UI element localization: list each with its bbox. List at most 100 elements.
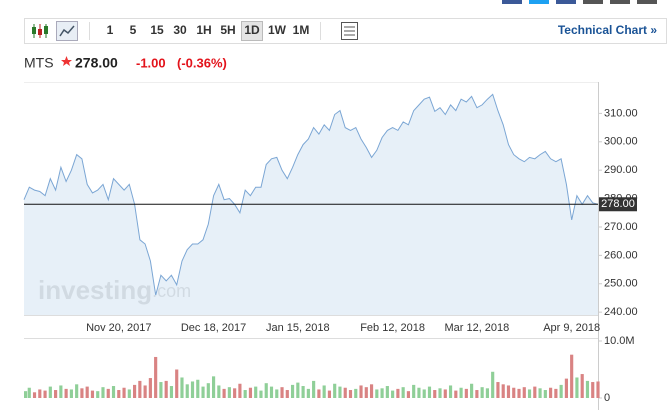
social-icon[interactable]	[529, 0, 549, 4]
volume-bar	[106, 388, 110, 398]
volume-bar	[185, 384, 189, 398]
volume-bar	[301, 386, 305, 398]
volume-bar	[559, 384, 563, 398]
volume-bar	[512, 387, 516, 398]
volume-bar	[259, 390, 263, 398]
volume-bar	[233, 388, 237, 398]
volume-bar	[43, 390, 47, 398]
volume-bar	[143, 385, 147, 398]
volume-tick-label: 0	[604, 392, 610, 404]
volume-bar	[101, 387, 105, 398]
volume-bar	[222, 388, 226, 398]
volume-bar	[380, 388, 384, 398]
volume-bar	[217, 385, 221, 398]
volume-bar	[522, 387, 526, 398]
x-tick-label: Jan 15, 2018	[266, 322, 330, 334]
volume-bar	[491, 371, 495, 398]
volume-bar	[527, 389, 532, 398]
volume-bar	[201, 386, 205, 398]
volume-bar	[159, 382, 163, 398]
interval-button[interactable]: 1M	[293, 23, 310, 37]
price: 278.00	[75, 55, 118, 71]
social-icon[interactable]	[502, 0, 522, 4]
volume-tick-label: 10.0M	[604, 335, 635, 347]
volume-bar	[227, 387, 231, 398]
volume-bar	[391, 390, 395, 398]
volume-bar	[64, 388, 68, 398]
volume-bar	[570, 354, 574, 398]
social-icon[interactable]	[610, 0, 630, 4]
price-line	[23, 93, 599, 296]
volume-bar	[480, 387, 484, 398]
volume-bar	[317, 389, 321, 398]
layout-icon[interactable]	[341, 22, 358, 40]
area-icon-selected[interactable]	[56, 21, 78, 41]
volume-bar	[175, 369, 179, 398]
volume-bar	[348, 390, 353, 398]
last-price-label: 278.00	[601, 198, 635, 210]
volume-bar	[85, 386, 89, 398]
x-tick-label: Nov 20, 2017	[86, 322, 151, 334]
social-icon[interactable]	[583, 0, 603, 4]
volume-bar	[275, 389, 279, 398]
interval-button[interactable]: 1W	[268, 23, 287, 37]
volume-bar	[538, 388, 542, 398]
volume-bar	[306, 388, 310, 398]
volume-bar	[401, 387, 405, 398]
volume-bar	[138, 380, 142, 398]
volume-bar	[343, 387, 347, 398]
volume-bar	[533, 386, 537, 398]
volume-bar	[396, 388, 400, 398]
symbol: MTS	[24, 55, 54, 71]
volume-bar	[48, 386, 52, 398]
volume-bar	[385, 386, 389, 398]
social-icon[interactable]	[637, 0, 657, 4]
technical-chart-link[interactable]: Technical Chart »	[558, 23, 657, 37]
x-tick-label: Mar 12, 2018	[444, 322, 509, 334]
volume-bar	[433, 390, 437, 398]
volume-bar	[296, 382, 300, 398]
volume-bar	[443, 389, 447, 398]
volume-bar	[169, 386, 174, 398]
volume-bar	[417, 387, 421, 398]
social-icon[interactable]	[556, 0, 576, 4]
volume-bar	[75, 384, 79, 398]
volume-bar	[206, 383, 210, 398]
volume-bar	[127, 389, 131, 398]
interval-button[interactable]: 5	[130, 23, 137, 37]
volume-bar	[422, 389, 426, 398]
volume-bar	[154, 356, 158, 398]
interval-button[interactable]: 30	[173, 23, 187, 37]
volume-bar	[90, 390, 95, 398]
x-tick-label: Dec 18, 2017	[181, 322, 246, 334]
volume-bar	[54, 390, 58, 398]
volume-bar	[549, 387, 553, 398]
interval-button[interactable]: 1D	[244, 23, 260, 37]
volume-bar	[290, 384, 295, 398]
candle-icon[interactable]	[32, 24, 48, 38]
volume-bar	[585, 380, 590, 398]
volume-bar	[80, 388, 84, 398]
volume-bar	[412, 384, 416, 398]
volume-bar	[333, 383, 337, 398]
volume-bar	[164, 380, 168, 398]
volume-bar	[117, 390, 121, 398]
interval-button[interactable]: 15	[150, 23, 164, 37]
volume-bar	[243, 390, 247, 398]
interval-button[interactable]: 5H	[220, 23, 235, 37]
volume-bar	[238, 383, 242, 398]
volume-bar	[506, 385, 511, 398]
volume-bar	[375, 389, 379, 398]
volume-bar	[369, 384, 374, 398]
volume-bar	[364, 387, 368, 398]
y-tick-label: 300.00	[604, 136, 638, 148]
volume-bar	[264, 383, 268, 398]
volume-bar	[591, 382, 595, 398]
interval-button[interactable]: 1H	[196, 23, 211, 37]
interval-button[interactable]: 1	[107, 23, 114, 37]
volume-bar	[459, 387, 463, 398]
volume-bar	[543, 390, 547, 398]
volume-bar	[254, 386, 258, 398]
volume-bar	[190, 381, 195, 398]
